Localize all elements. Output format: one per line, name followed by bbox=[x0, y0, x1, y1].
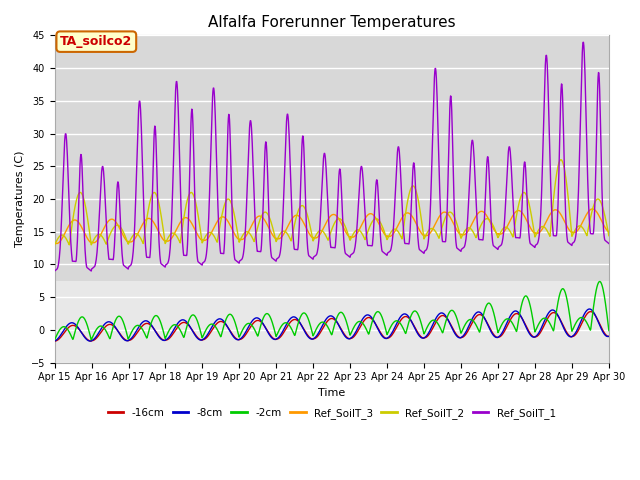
Bar bbox=[54, 281, 609, 363]
Title: Alfalfa Forerunner Temperatures: Alfalfa Forerunner Temperatures bbox=[208, 15, 456, 30]
Bar bbox=[54, 36, 609, 281]
Text: TA_soilco2: TA_soilco2 bbox=[60, 35, 132, 48]
Legend: -16cm, -8cm, -2cm, Ref_SoilT_3, Ref_SoilT_2, Ref_SoilT_1: -16cm, -8cm, -2cm, Ref_SoilT_3, Ref_Soil… bbox=[104, 404, 560, 423]
Y-axis label: Temperatures (C): Temperatures (C) bbox=[15, 151, 25, 247]
X-axis label: Time: Time bbox=[318, 388, 346, 398]
